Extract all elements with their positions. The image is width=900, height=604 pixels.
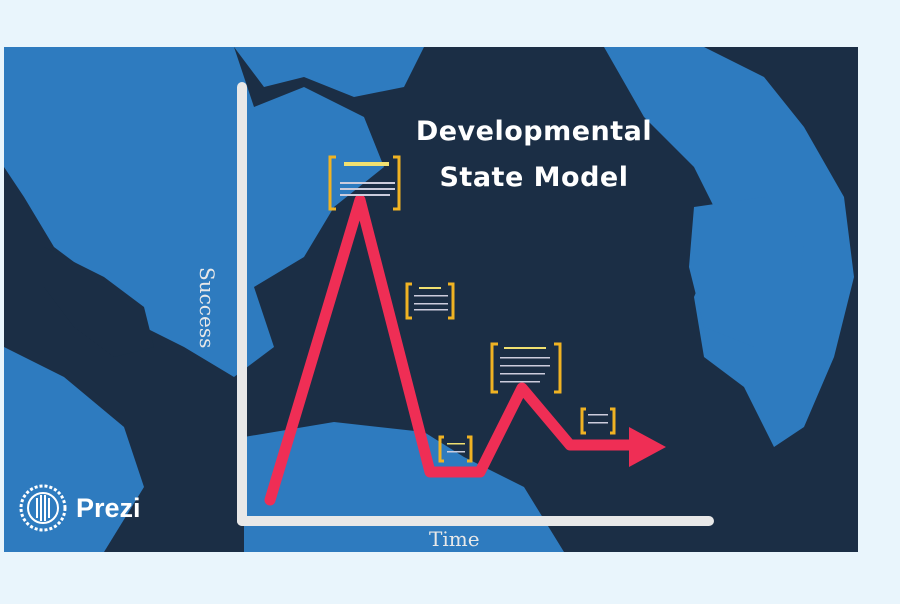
- bracket-frames: [328, 155, 616, 463]
- slide-title: Developmental State Model: [404, 109, 664, 201]
- arrow-head: [629, 427, 666, 467]
- title-line-1: Developmental: [415, 116, 653, 147]
- frame-decline[interactable]: [405, 282, 455, 320]
- y-axis-label: Success: [195, 267, 219, 349]
- frame-trough[interactable]: [438, 435, 473, 463]
- frame-peak[interactable]: [328, 155, 401, 211]
- success-line: [264, 194, 646, 506]
- prezi-wordmark: Prezi: [76, 492, 141, 523]
- title-line-2: State Model: [439, 162, 629, 193]
- prezi-logo[interactable]: Prezi: [18, 483, 141, 533]
- prezi-presentation-canvas[interactable]: Developmental State Model Success Time P…: [4, 47, 858, 552]
- prezi-logo-icon: [19, 484, 67, 532]
- frame-recovery[interactable]: [490, 342, 562, 394]
- frame-current[interactable]: [580, 407, 616, 435]
- x-axis-label: Time: [429, 527, 480, 551]
- success-time-graph: [237, 82, 714, 526]
- globe-background: [4, 47, 854, 552]
